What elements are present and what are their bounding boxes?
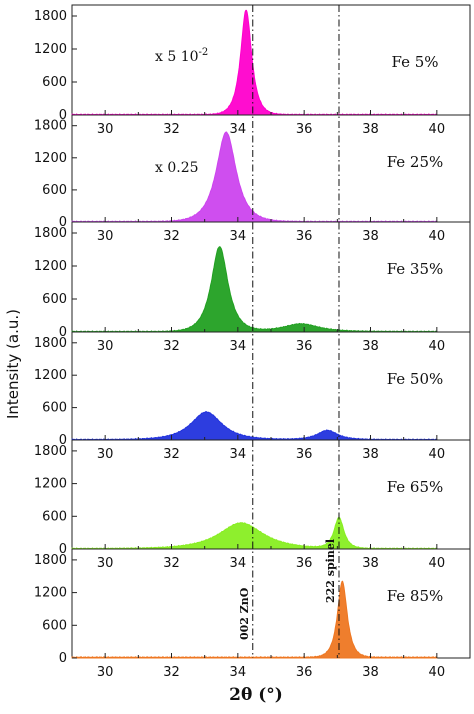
x-tick-label: 34 xyxy=(230,556,247,571)
y-tick-label: 0 xyxy=(59,433,67,448)
y-tick-label: 600 xyxy=(42,509,67,524)
x-tick-label: 32 xyxy=(163,447,180,462)
x-tick-label: 36 xyxy=(296,556,313,571)
y-tick-label: 0 xyxy=(59,542,67,557)
panel-name-label: Fe 25% xyxy=(387,153,444,171)
x-tick-label: 38 xyxy=(362,229,379,244)
y-tick-label: 1800 xyxy=(34,226,67,241)
y-tick-label: 0 xyxy=(59,651,67,666)
x-tick-label: 30 xyxy=(97,229,114,244)
y-tick-label: 1200 xyxy=(34,586,67,601)
y-axis-title: Intensity (a.u.) xyxy=(4,309,22,419)
y-tick-label: 0 xyxy=(59,325,67,340)
y-tick-label: 0 xyxy=(59,215,67,230)
x-tick-label-bottom: 30 xyxy=(97,665,114,680)
x-tick-label: 40 xyxy=(429,122,446,137)
y-tick-label: 600 xyxy=(42,618,67,633)
y-tick-label: 600 xyxy=(42,292,67,307)
panel-3: 0 600 1200 1800 30 32 34 36 38 40 Fe 35% xyxy=(34,221,471,340)
panel-6: 0 600 1200 1800 30 32 34 36 38 40 Fe 85% xyxy=(34,548,471,666)
x-tick-label: 40 xyxy=(429,229,446,244)
x-tick-label: 38 xyxy=(362,447,379,462)
y-tick-label: 600 xyxy=(42,401,67,416)
y-tick-label: 1200 xyxy=(34,477,67,492)
x-tick-label: 30 xyxy=(97,122,114,137)
y-tick-label: 0 xyxy=(59,108,67,123)
x-tick-label: 38 xyxy=(362,339,379,354)
x-tick-label: 30 xyxy=(97,339,114,354)
x-tick-label-bottom: 38 xyxy=(362,665,379,680)
x-tick-label: 36 xyxy=(296,447,313,462)
y-tick-label: 1800 xyxy=(34,9,67,24)
x-tick-label-bottom: 36 xyxy=(296,665,313,680)
reference-line-label: 222 spinel xyxy=(324,539,337,603)
y-tick-label: 1800 xyxy=(34,444,67,459)
x-tick-label: 30 xyxy=(97,556,114,571)
panel-name-label: Fe 35% xyxy=(387,260,444,278)
x-tick-label: 32 xyxy=(163,339,180,354)
panel-name-label: Fe 65% xyxy=(387,478,444,496)
x-tick-label: 36 xyxy=(296,229,313,244)
y-tick-label: 1200 xyxy=(34,259,67,274)
x-tick-label-bottom: 34 xyxy=(230,665,247,680)
panel-name-label: Fe 5% xyxy=(391,53,438,71)
x-tick-label: 38 xyxy=(362,122,379,137)
x-tick-label: 40 xyxy=(429,339,446,354)
x-tick-label: 34 xyxy=(230,229,247,244)
x-tick-label: 34 xyxy=(230,122,247,137)
y-tick-label: 1800 xyxy=(34,119,67,134)
y-tick-label: 1800 xyxy=(34,553,67,568)
x-tick-label: 40 xyxy=(429,447,446,462)
panel-name-label: Fe 50% xyxy=(387,370,444,388)
series-area xyxy=(71,9,438,116)
x-tick-label: 40 xyxy=(429,556,446,571)
y-tick-label: 600 xyxy=(42,183,67,198)
x-tick-label: 34 xyxy=(230,339,247,354)
panel-2: 0 600 1200 1800 30 32 34 36 38 40 Fe 25% x 0.25 xyxy=(34,114,471,230)
scale-factor-label: x 0.25 xyxy=(155,160,199,176)
y-tick-label: 1800 xyxy=(34,336,67,351)
x-tick-label: 36 xyxy=(296,339,313,354)
series-area xyxy=(71,246,438,333)
x-tick-label: 36 xyxy=(296,122,313,137)
series-area xyxy=(71,516,438,550)
panel-5: 0 600 1200 1800 30 32 34 36 38 40 Fe 65% xyxy=(34,439,471,557)
series-area xyxy=(71,580,438,659)
x-tick-label-bottom: 32 xyxy=(163,665,180,680)
x-tick-label: 30 xyxy=(97,447,114,462)
y-tick-label: 600 xyxy=(42,75,67,90)
overlay-group: 30 32 34 36 38 40 002 ZnO 222 spinel xyxy=(97,5,445,680)
x-tick-label: 34 xyxy=(230,447,247,462)
panels-group: 0 600 1200 1800 Fe 5% x 5 10-2 0 600 1200 1800 30 3… xyxy=(34,4,471,666)
x-tick-label: 32 xyxy=(163,229,180,244)
x-axis-title: 2θ (°) xyxy=(229,685,283,705)
x-tick-label: 32 xyxy=(163,556,180,571)
y-tick-label: 1200 xyxy=(34,42,67,57)
panel-name-label: Fe 85% xyxy=(387,587,444,605)
reference-line-label: 002 ZnO xyxy=(238,587,251,640)
x-tick-label: 38 xyxy=(362,556,379,571)
y-tick-label: 1200 xyxy=(34,151,67,166)
series-area xyxy=(71,410,438,441)
panel-4: 0 600 1200 1800 30 32 34 36 38 40 Fe 50% xyxy=(34,331,471,448)
panel-1: 0 600 1200 1800 Fe 5% x 5 10-2 xyxy=(34,4,471,123)
scale-factor-label: x 5 10-2 xyxy=(155,47,208,65)
x-tick-label: 32 xyxy=(163,122,180,137)
y-tick-label: 1200 xyxy=(34,368,67,383)
series-area xyxy=(71,131,438,223)
x-tick-label-bottom: 40 xyxy=(429,665,446,680)
